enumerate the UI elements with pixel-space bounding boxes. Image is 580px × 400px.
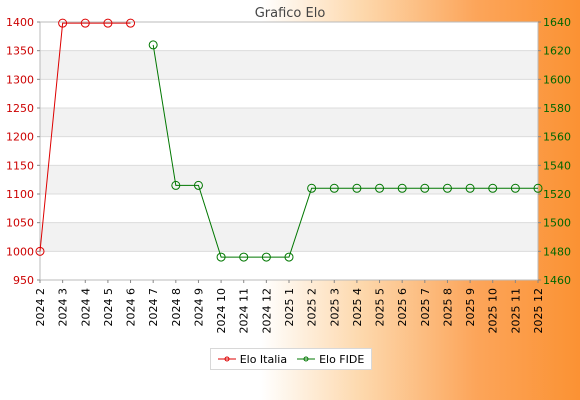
- legend-marker-italia: [217, 356, 236, 362]
- data-point-elo-fide: [239, 252, 249, 262]
- grid-band: [40, 108, 538, 137]
- grid-band: [40, 194, 538, 223]
- x-tick-label: 2025 5: [374, 288, 387, 327]
- data-point-elo-fide: [148, 40, 158, 50]
- right-tick-label: 1560: [543, 131, 571, 144]
- data-point-elo-fide: [488, 183, 498, 193]
- right-tick-label: 1520: [543, 188, 571, 201]
- left-tick-label: 1150: [6, 159, 34, 172]
- left-tick-label: 1200: [6, 131, 34, 144]
- right-tick-label: 1600: [543, 73, 571, 86]
- right-tick-label: 1540: [543, 159, 571, 172]
- data-point-elo-italia: [35, 246, 45, 256]
- right-tick-label: 1640: [543, 16, 571, 29]
- data-point-elo-fide: [533, 183, 543, 193]
- grid-band: [40, 50, 538, 80]
- left-tick-label: 1100: [6, 188, 34, 201]
- data-point-elo-italia: [58, 18, 68, 28]
- x-tick-label: 2025 10: [487, 288, 500, 334]
- left-tick-label: 1400: [6, 16, 34, 29]
- right-tick-label: 1620: [543, 45, 571, 58]
- x-tick-label: 2025 7: [419, 288, 432, 327]
- data-point-elo-fide: [284, 252, 294, 262]
- x-tick-label: 2024 6: [125, 288, 138, 327]
- data-point-elo-fide: [442, 183, 452, 193]
- data-point-elo-fide: [465, 183, 475, 193]
- x-tick-label: 2024 7: [147, 288, 160, 327]
- legend-entry-fide: Elo FIDE: [297, 353, 364, 366]
- legend: Elo Italia Elo FIDE: [210, 348, 372, 370]
- data-point-elo-fide: [171, 180, 181, 190]
- left-tick-label: 1300: [6, 73, 34, 86]
- data-point-elo-fide: [510, 183, 520, 193]
- data-point-elo-italia: [103, 18, 113, 28]
- data-point-elo-fide: [397, 183, 407, 193]
- x-tick-label: 2025 1: [283, 288, 296, 327]
- x-tick-label: 2025 6: [396, 288, 409, 327]
- right-tick-label: 1580: [543, 102, 571, 115]
- legend-label-fide: Elo FIDE: [319, 352, 365, 366]
- left-tick-label: 1350: [6, 45, 34, 58]
- data-point-elo-fide: [375, 183, 385, 193]
- x-tick-label: 2025 2: [306, 288, 319, 327]
- grid-band: [40, 136, 538, 166]
- right-tick-label: 1480: [543, 245, 571, 258]
- x-tick-label: 2024 5: [102, 288, 115, 327]
- grid-band: [40, 222, 538, 252]
- legend-entry-italia: Elo Italia: [217, 352, 288, 366]
- data-point-elo-fide: [329, 183, 339, 193]
- x-tick-label: 2025 12: [532, 288, 545, 334]
- series-elo-italia: [35, 18, 136, 256]
- x-tick-label: 2025 9: [464, 288, 477, 327]
- x-tick-label: 2025 8: [441, 288, 454, 327]
- x-tick-label: 2024 3: [57, 288, 70, 327]
- data-point-elo-fide: [193, 180, 203, 190]
- x-tick-label: 2024 9: [192, 288, 205, 327]
- left-tick-label: 1250: [6, 102, 34, 115]
- x-tick-label: 2024 2: [34, 288, 47, 327]
- x-tick-label: 2024 12: [260, 288, 273, 334]
- data-point-elo-fide: [352, 183, 362, 193]
- grid-band: [40, 22, 538, 51]
- x-tick-label: 2025 11: [509, 288, 522, 334]
- left-tick-label: 1000: [6, 245, 34, 258]
- legend-marker-fide: [297, 356, 316, 362]
- data-point-elo-italia: [80, 18, 90, 28]
- x-tick-label: 2025 3: [328, 288, 341, 327]
- plot-area: 950 1000 1050 1100 1150 1200 1250 1300 1350 1400 1…: [6, 16, 571, 334]
- x-tick-label: 2024 4: [79, 288, 92, 327]
- legend-label-italia: Elo Italia: [239, 352, 288, 366]
- right-tick-label: 1500: [543, 217, 571, 230]
- right-tick-label: 1460: [543, 274, 571, 287]
- data-point-elo-fide: [216, 252, 226, 262]
- grid-band: [40, 79, 538, 108]
- data-point-elo-italia: [126, 18, 136, 28]
- x-tick-label: 2024 10: [215, 288, 228, 334]
- chart-title: Grafico Elo: [255, 6, 326, 21]
- data-point-elo-fide: [261, 252, 271, 262]
- data-point-elo-fide: [420, 183, 430, 193]
- x-tick-label: 2024 11: [238, 288, 251, 334]
- grid-band: [40, 165, 538, 194]
- series-elo-fide: [148, 40, 543, 262]
- left-tick-label: 950: [13, 274, 34, 287]
- series-line-elo-italia: [39, 22, 131, 252]
- x-tick-label: 2025 4: [351, 288, 364, 327]
- data-point-elo-fide: [307, 183, 317, 193]
- left-tick-label: 1050: [6, 217, 34, 230]
- x-tick-label: 2024 8: [170, 288, 183, 327]
